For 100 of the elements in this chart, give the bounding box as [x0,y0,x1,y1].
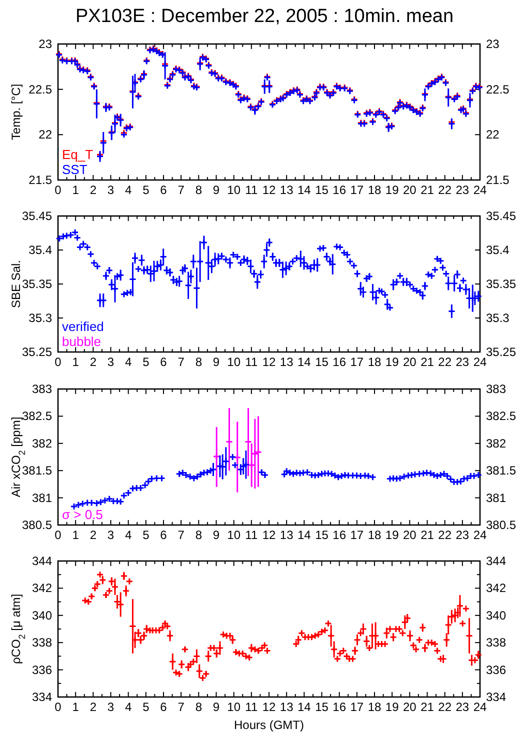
x-tick-label: 10 [227,700,241,714]
y-tick-label: 22 [38,128,52,142]
x-tick-label: 1 [72,183,80,197]
y2-tick-label: 35.35 [486,277,516,291]
y-tick-label: 383 [32,382,52,396]
x-tick-label: 0 [54,183,62,197]
x-tick-label: 0 [54,528,62,542]
x-tick-label: 13 [280,700,294,714]
y-tick-label: 35.45 [22,209,52,223]
x-tick-label: 6 [160,355,168,369]
x-tick-label: 6 [160,528,168,542]
x-tick-label: 18 [368,183,382,197]
x-tick-label: 1 [72,528,80,542]
x-tick-label: 4 [124,528,132,542]
x-tick-label: 6 [160,183,168,197]
text: σ > 0.5 [62,507,103,522]
x-tick-label: 9 [212,355,220,369]
x-tick-label: 11 [245,183,258,197]
x-tick-label: 8 [195,183,202,197]
y-tick-label: 340 [32,608,52,622]
x-tick-label: 14 [297,183,312,197]
x-tick-label: 19 [385,183,400,197]
x-tick-label: 15 [315,700,329,714]
x-tick-label: 11 [245,700,258,714]
x-tick-label: 17 [350,700,364,714]
x-tick-label: 0 [54,355,62,369]
x-tick-label: 17 [350,528,364,542]
x-tick-label: 12 [262,528,276,542]
x-tick-label: 15 [315,355,329,369]
x-tick-label: 12 [262,183,276,197]
x-tick-label: 9 [212,700,220,714]
x-tick-label: 11 [245,528,258,542]
x-tick-label: 20 [402,183,417,197]
x-tick-label: 19 [385,528,400,542]
x-tick-label: 20 [402,355,417,369]
y2-tick-label: 334 [486,690,506,704]
y2-tick-label: 340 [486,608,506,622]
x-tick-label: 3 [107,528,114,542]
x-tick-label: 24 [473,700,487,714]
x-tick-label: 1 [72,355,80,369]
x-tick-label: 16 [332,183,346,197]
series-label: SST [62,162,88,177]
series-label: verified [62,319,104,334]
x-tick-label: 11 [245,355,258,369]
x-tick-label: 20 [402,700,417,714]
x-tick-label: 16 [332,528,346,542]
y2-tick-label: 344 [486,554,506,568]
x-tick-label: 21 [420,528,434,542]
y2-tick-label: 21.5 [486,173,510,187]
y-tick-label: 344 [32,554,52,568]
x-tick-label: 12 [262,700,276,714]
x-tick-label: 21 [420,355,434,369]
x-tick-label: 7 [178,183,185,197]
x-tick-label: 2 [90,528,97,542]
x-tick-label: 7 [178,355,185,369]
y2-tick-label: 22 [486,128,500,142]
y2-tick-label: 35.3 [486,311,510,325]
y2-tick-label: 35.45 [486,209,516,223]
y2-tick-label: 22.5 [486,82,510,96]
x-tick-label: 9 [212,183,220,197]
y2-tick-label: 383 [486,382,506,396]
x-tick-label: 10 [227,355,241,369]
x-tick-label: 16 [332,355,346,369]
x-tick-label: 10 [227,183,241,197]
x-tick-label: 12 [262,355,276,369]
y2-tick-label: 380.5 [486,518,516,532]
y-tick-label: 35.35 [22,277,52,291]
x-tick-label: 14 [297,528,312,542]
x-tick-label: 2 [90,355,97,369]
x-tick-label: 7 [178,700,185,714]
y2-tick-label: 338 [486,636,506,650]
x-tick-label: 4 [124,183,132,197]
y-tick-label: 342 [32,581,52,596]
x-tick-label: 7 [178,528,185,542]
x-tick-label: 5 [142,183,150,197]
x-tick-label: 23 [456,700,470,714]
x-tick-label: 22 [438,183,452,197]
x-tick-label: 22 [438,700,452,714]
x-tick-label: 8 [195,700,202,714]
x-tick-label: 3 [107,700,114,714]
y2-tick-label: 381.5 [486,464,516,478]
x-tick-label: 19 [385,355,400,369]
x-axis-title: Hours (GMT) [234,718,304,732]
x-tick-label: 18 [368,528,382,542]
y-tick-label: 381 [32,490,52,505]
x-tick-label: 2 [90,700,97,714]
y-tick-label: 336 [32,662,52,677]
x-tick-label: 2 [90,183,97,197]
x-tick-label: 4 [124,355,132,369]
x-tick-label: 8 [195,528,202,542]
y-tick-label: 35.25 [22,345,52,359]
y2-tick-label: 35.25 [486,345,516,359]
y-tick-label: 21.5 [28,173,52,187]
x-tick-label: 14 [297,355,312,369]
x-tick-label: 17 [350,355,364,369]
x-tick-label: 23 [456,528,470,542]
x-tick-label: 16 [332,700,346,714]
y-tick-label: 35.3 [28,311,52,325]
x-tick-label: 15 [315,183,329,197]
x-tick-label: 24 [473,183,487,197]
